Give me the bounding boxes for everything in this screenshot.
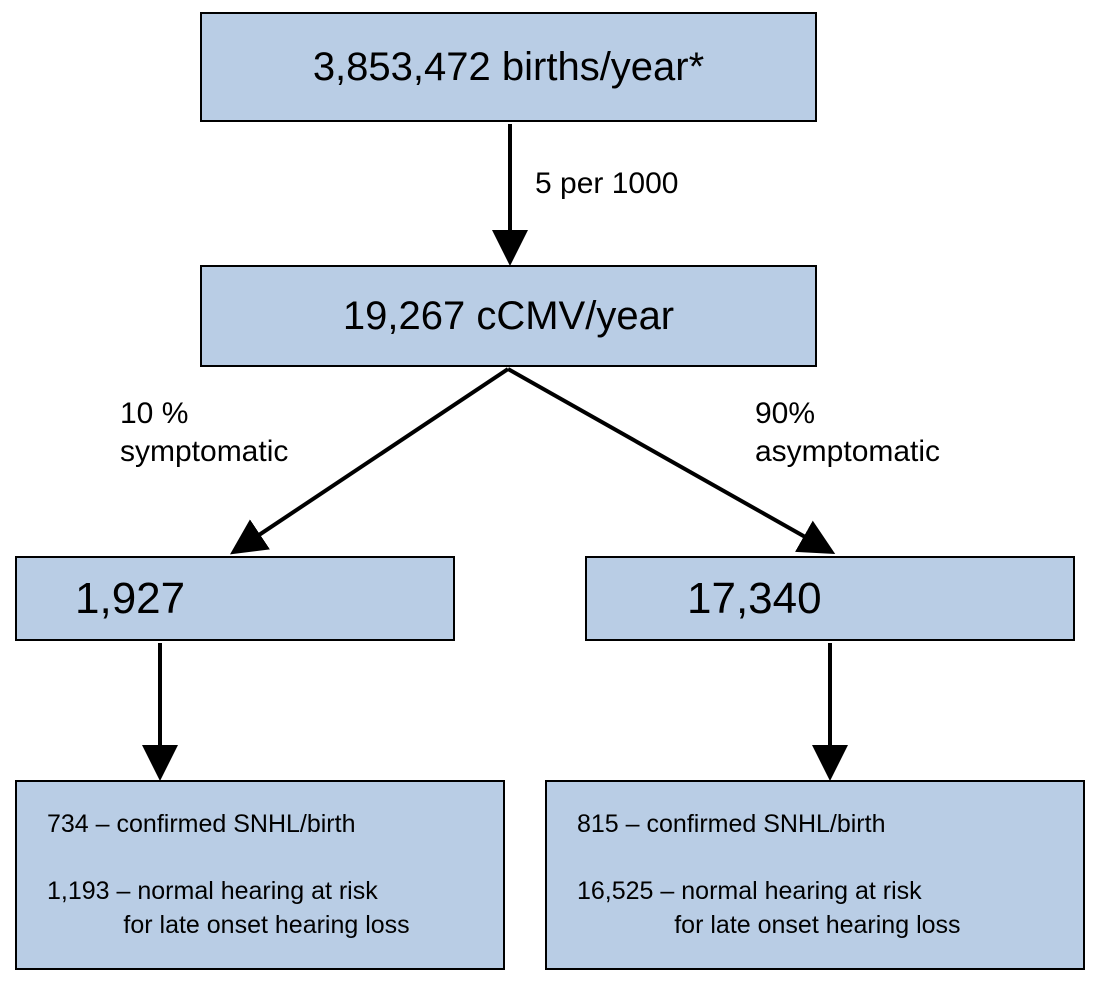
node-asymptomatic-text: 17,340	[687, 574, 822, 624]
node-symptomatic-text: 1,927	[75, 574, 185, 624]
node-symptomatic: 1,927	[15, 556, 455, 641]
flowchart-stage: 3,853,472 births/year* 19,267 cCMV/year …	[0, 0, 1100, 983]
edge-label-rate: 5 per 1000	[535, 165, 678, 203]
node-symptomatic-details: 734 – confirmed SNHL/birth 1,193 – norma…	[15, 780, 505, 970]
asymptomatic-details-lines: 815 – confirmed SNHL/birth 16,525 – norm…	[577, 808, 961, 943]
node-ccmv-text: 19,267 cCMV/year	[343, 294, 674, 339]
node-asymptomatic: 17,340	[585, 556, 1075, 641]
node-births-text: 3,853,472 births/year*	[313, 45, 704, 90]
edge-label-asymptomatic: 90%asymptomatic	[755, 395, 940, 470]
symptomatic-details-lines: 734 – confirmed SNHL/birth 1,193 – norma…	[47, 808, 410, 943]
edge-label-symptomatic: 10 %symptomatic	[120, 395, 288, 470]
node-births: 3,853,472 births/year*	[200, 12, 817, 122]
node-asymptomatic-details: 815 – confirmed SNHL/birth 16,525 – norm…	[545, 780, 1085, 970]
node-ccmv: 19,267 cCMV/year	[200, 265, 817, 367]
